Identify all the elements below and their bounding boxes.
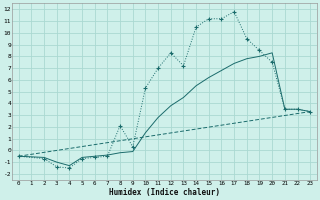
X-axis label: Humidex (Indice chaleur): Humidex (Indice chaleur): [109, 188, 220, 197]
